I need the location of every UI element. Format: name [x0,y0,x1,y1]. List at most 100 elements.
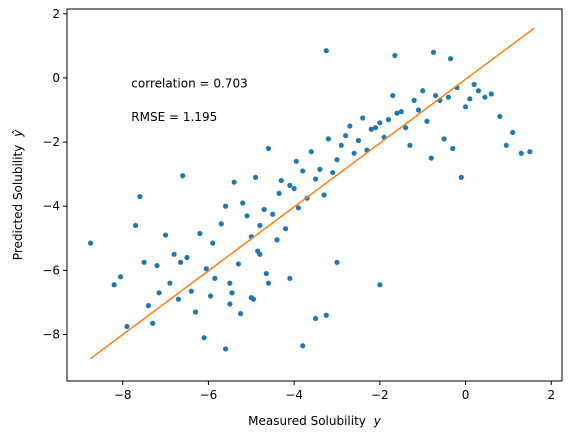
data-point [141,259,147,265]
data-point [257,222,263,229]
data-point [368,126,374,132]
data-point [360,115,366,121]
data-point [323,312,329,318]
x-tick-label: 0 [462,388,470,402]
data-point [291,185,297,192]
data-point [197,230,203,237]
data-point [282,226,289,232]
data-point [276,190,282,196]
data-point [203,266,209,272]
data-point [235,261,242,267]
y-tick-label: −6 [42,263,60,277]
data-point [117,274,124,280]
data-point [428,155,434,161]
data-point [450,145,456,152]
data-point [263,270,269,277]
data-point [124,323,130,330]
data-point [312,176,319,182]
data-point [342,133,349,139]
data-point [192,309,199,315]
data-point [180,173,186,179]
data-point [321,192,327,198]
data-point [278,177,284,184]
x-ticks: −8 −6 −4 −2 0 2 [114,381,555,402]
data-point [265,280,272,286]
data-point [184,254,190,261]
data-point [237,311,244,317]
data-point [441,136,447,142]
data-point [432,92,439,99]
data-point [177,259,184,265]
data-point [497,113,503,120]
data-point [252,174,259,180]
data-point [287,275,293,281]
data-point [137,194,143,200]
data-point [415,107,422,113]
data-point [372,125,379,131]
annotations: correlation = 0.703 RMSE = 1.195 [131,77,247,125]
data-point [218,221,224,227]
data-point [257,251,263,257]
data-point [222,203,229,209]
data-point [150,320,156,326]
data-point [300,168,306,174]
data-point [411,97,417,103]
data-point [475,88,482,94]
data-point [325,136,332,142]
rmse-annotation: RMSE = 1.195 [131,110,217,124]
x-tick-label: 2 [547,388,555,402]
data-point [402,125,409,131]
correlation-annotation: correlation = 0.703 [131,77,247,91]
data-point [330,169,336,176]
data-point [201,335,207,341]
data-point [424,118,430,124]
y-tick-label: −8 [42,328,60,342]
data-point [229,290,235,296]
data-point [222,346,229,352]
points-layer [87,48,533,352]
data-point [270,211,276,217]
data-point [265,145,272,152]
data-point [347,123,353,129]
data-point [462,104,469,110]
data-point [445,94,452,100]
data-point [323,48,329,54]
x-axis-label: Measured Solubility y [248,414,382,428]
data-point [510,129,516,136]
data-point [390,92,396,99]
data-point [227,280,233,286]
data-point [154,262,160,269]
fit-line [90,27,535,360]
data-point [482,94,488,100]
data-point [132,222,139,229]
y-axis-label-text: Predicted Solubility [11,145,25,260]
data-point [175,296,182,302]
data-point [385,117,392,123]
data-point [171,251,177,257]
data-point [334,259,340,265]
x-axis-label-var: y [373,414,382,428]
data-point [355,137,362,144]
data-point [338,142,344,148]
data-point [87,240,94,246]
data-point [471,81,477,87]
data-point [312,315,319,322]
data-point [527,149,533,155]
data-point [207,293,214,299]
data-point [407,142,413,148]
data-point [447,56,454,62]
y-ticks: −8 −6 −4 −2 0 2 [42,7,67,342]
y-tick-label: 2 [52,7,60,21]
data-point [210,240,216,246]
data-point [317,166,323,172]
data-point [430,49,437,55]
y-tick-label: −2 [42,135,60,149]
data-point [162,232,169,238]
data-point [212,275,218,281]
data-point [227,301,233,307]
data-point [398,109,404,115]
data-point [467,96,473,102]
